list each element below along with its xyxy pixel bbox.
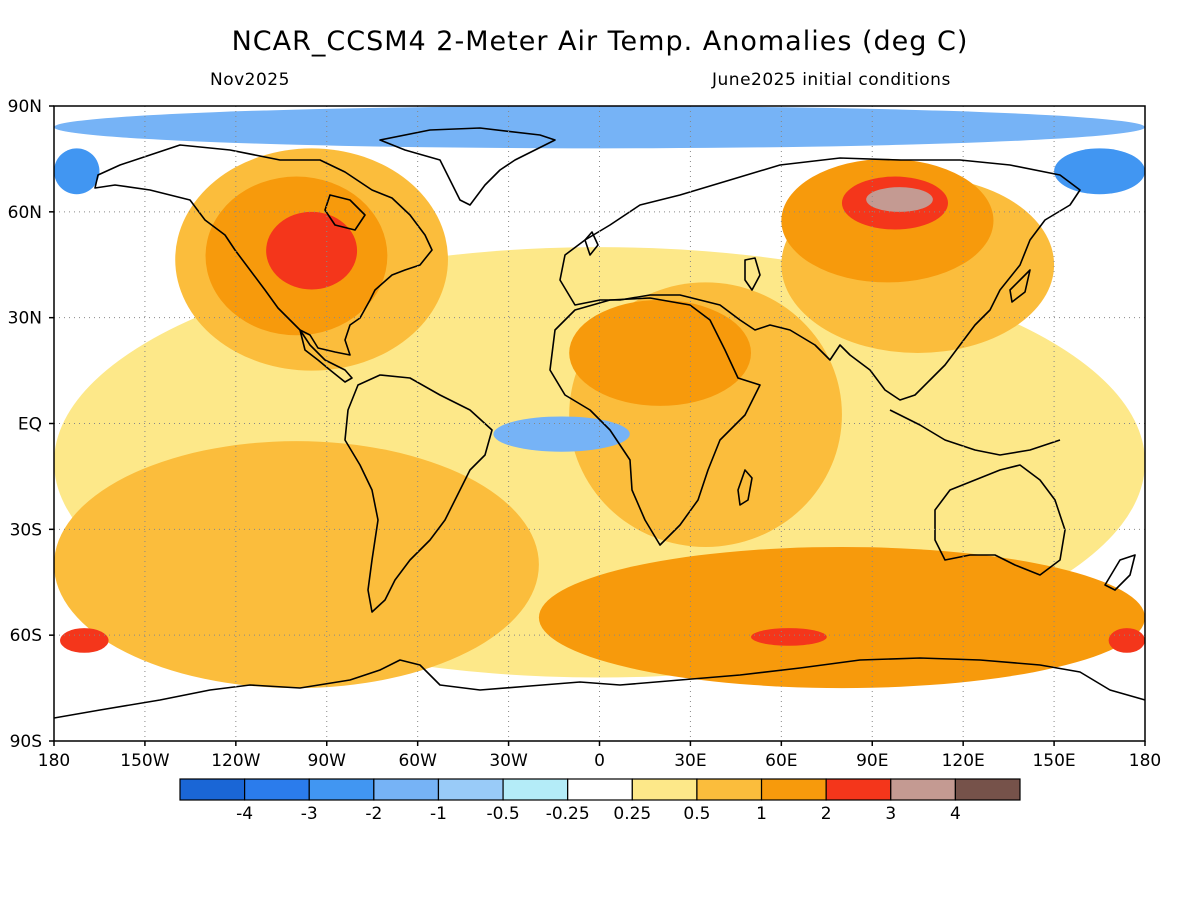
colorbar-label: 3	[885, 804, 896, 824]
longitude-tick-label: 150E	[1032, 751, 1075, 771]
map-title: NCAR_CCSM4 2-Meter Air Temp. Anomalies (…	[231, 26, 969, 57]
latitude-tick-label: 30N	[8, 309, 42, 329]
colorbar-swatch	[373, 778, 440, 801]
colorbar-swatch	[308, 778, 375, 801]
colorbar-swatch	[954, 778, 1021, 801]
colorbar-swatch	[890, 778, 956, 801]
colorbar-swatch	[179, 778, 246, 801]
anomaly-region-le_neg_1	[493, 416, 630, 452]
colorbar-label: -0.5	[486, 804, 519, 824]
colorbar-label: 2	[821, 804, 832, 824]
colorbar-label: 4	[950, 804, 961, 824]
longitude-tick-label: 150W	[120, 751, 169, 771]
colorbar-swatch	[437, 778, 504, 801]
colorbar-label: -0.25	[546, 804, 590, 824]
latitude-tick-label: 30S	[10, 520, 42, 540]
coastlines	[54, 127, 1145, 719]
anomaly-region-le_neg_2	[1054, 148, 1145, 195]
longitude-tick-label: 60E	[765, 751, 797, 771]
colorbar: -4 -3 -2 -1 -0.5 -0.25 0.25 0.5 1 2 3 4	[179, 778, 1021, 824]
latitude-tick-label: EQ	[18, 415, 42, 435]
colorbar-label: -1	[430, 804, 447, 824]
latitude-tick-label: 90N	[8, 97, 42, 117]
longitude-axis: 180 150W 120W 90W 60W 30W 0 30E 60E 90E 120E 150E 18…	[38, 741, 1161, 771]
gridlines	[54, 106, 1145, 741]
latitude-tick-label: 60S	[10, 626, 42, 646]
colorbar-swatch	[244, 778, 310, 801]
colorbar-label: 0.25	[613, 804, 651, 824]
longitude-tick-label: 0	[594, 751, 605, 771]
anomaly-region-ge_2	[538, 546, 1145, 689]
forecast-month: Nov2025	[210, 70, 290, 90]
longitude-tick-label: 90E	[856, 751, 888, 771]
longitude-tick-label: 180	[1129, 751, 1161, 771]
anomaly-region-ge_3	[266, 211, 358, 290]
colorbar-swatch	[631, 778, 698, 801]
latitude-axis: 90N 60N 30N EQ 30S 60S 90S	[8, 97, 54, 752]
colorbar-swatch	[825, 778, 892, 801]
colorbar-swatch	[567, 778, 633, 801]
map-plot-area	[54, 106, 1145, 741]
longitude-tick-label: 180	[38, 751, 70, 771]
colorbar-label: -2	[365, 804, 382, 824]
longitude-tick-label: 60W	[398, 751, 437, 771]
anomaly-region-ge_3	[751, 628, 827, 646]
anomaly-region-ge_3	[60, 628, 109, 653]
longitude-tick-label: 90W	[308, 751, 347, 771]
longitude-tick-label: 30E	[674, 751, 706, 771]
longitude-tick-label: 120W	[211, 751, 260, 771]
longitude-tick-label: 30W	[489, 751, 528, 771]
initial-conditions-label: June2025 initial conditions	[712, 70, 951, 90]
colorbar-swatch	[502, 778, 569, 801]
anomaly-region-ge_3	[1108, 628, 1145, 653]
anomaly-region-ge_2	[569, 300, 752, 406]
colorbar-label: -4	[236, 804, 253, 824]
anomaly-region-le_neg_2	[54, 148, 100, 195]
longitude-tick-label: 120E	[942, 751, 985, 771]
latitude-tick-label: 90S	[10, 732, 42, 752]
colorbar-swatch	[760, 778, 827, 801]
latitude-tick-label: 60N	[8, 203, 42, 223]
colorbar-label: 1	[756, 804, 767, 824]
anomaly-region-ge_4	[866, 187, 933, 212]
colorbar-label: 0.5	[683, 804, 710, 824]
colorbar-swatch	[696, 778, 763, 801]
colorbar-label: -3	[301, 804, 318, 824]
